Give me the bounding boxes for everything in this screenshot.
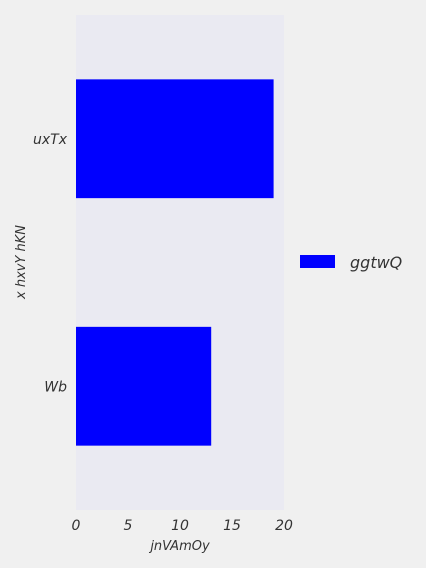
x-axis-label: jnVAmOy (148, 539, 210, 554)
bars-group (76, 79, 274, 446)
bar-Wb (76, 326, 212, 446)
bar-uxTx (76, 79, 274, 199)
x-tick-label-20: 20 (275, 518, 293, 534)
x-tick-label-10: 10 (171, 518, 189, 534)
legend-label: ggtwQ (350, 253, 402, 272)
x-tick-label-5: 5 (124, 518, 133, 534)
x-tick-label-0: 0 (72, 518, 81, 534)
legend-swatch (300, 255, 335, 268)
category-labels: uxTx Wb (33, 132, 68, 396)
category-label-uxTx: uxTx (33, 132, 68, 148)
y-axis-label: x hxvY hKN (14, 225, 29, 300)
legend: ggtwQ (300, 253, 402, 272)
category-label-Wb: Wb (44, 379, 67, 395)
x-tick-label-15: 15 (223, 518, 241, 534)
x-tick-labels: 0 5 10 15 20 (72, 518, 293, 534)
